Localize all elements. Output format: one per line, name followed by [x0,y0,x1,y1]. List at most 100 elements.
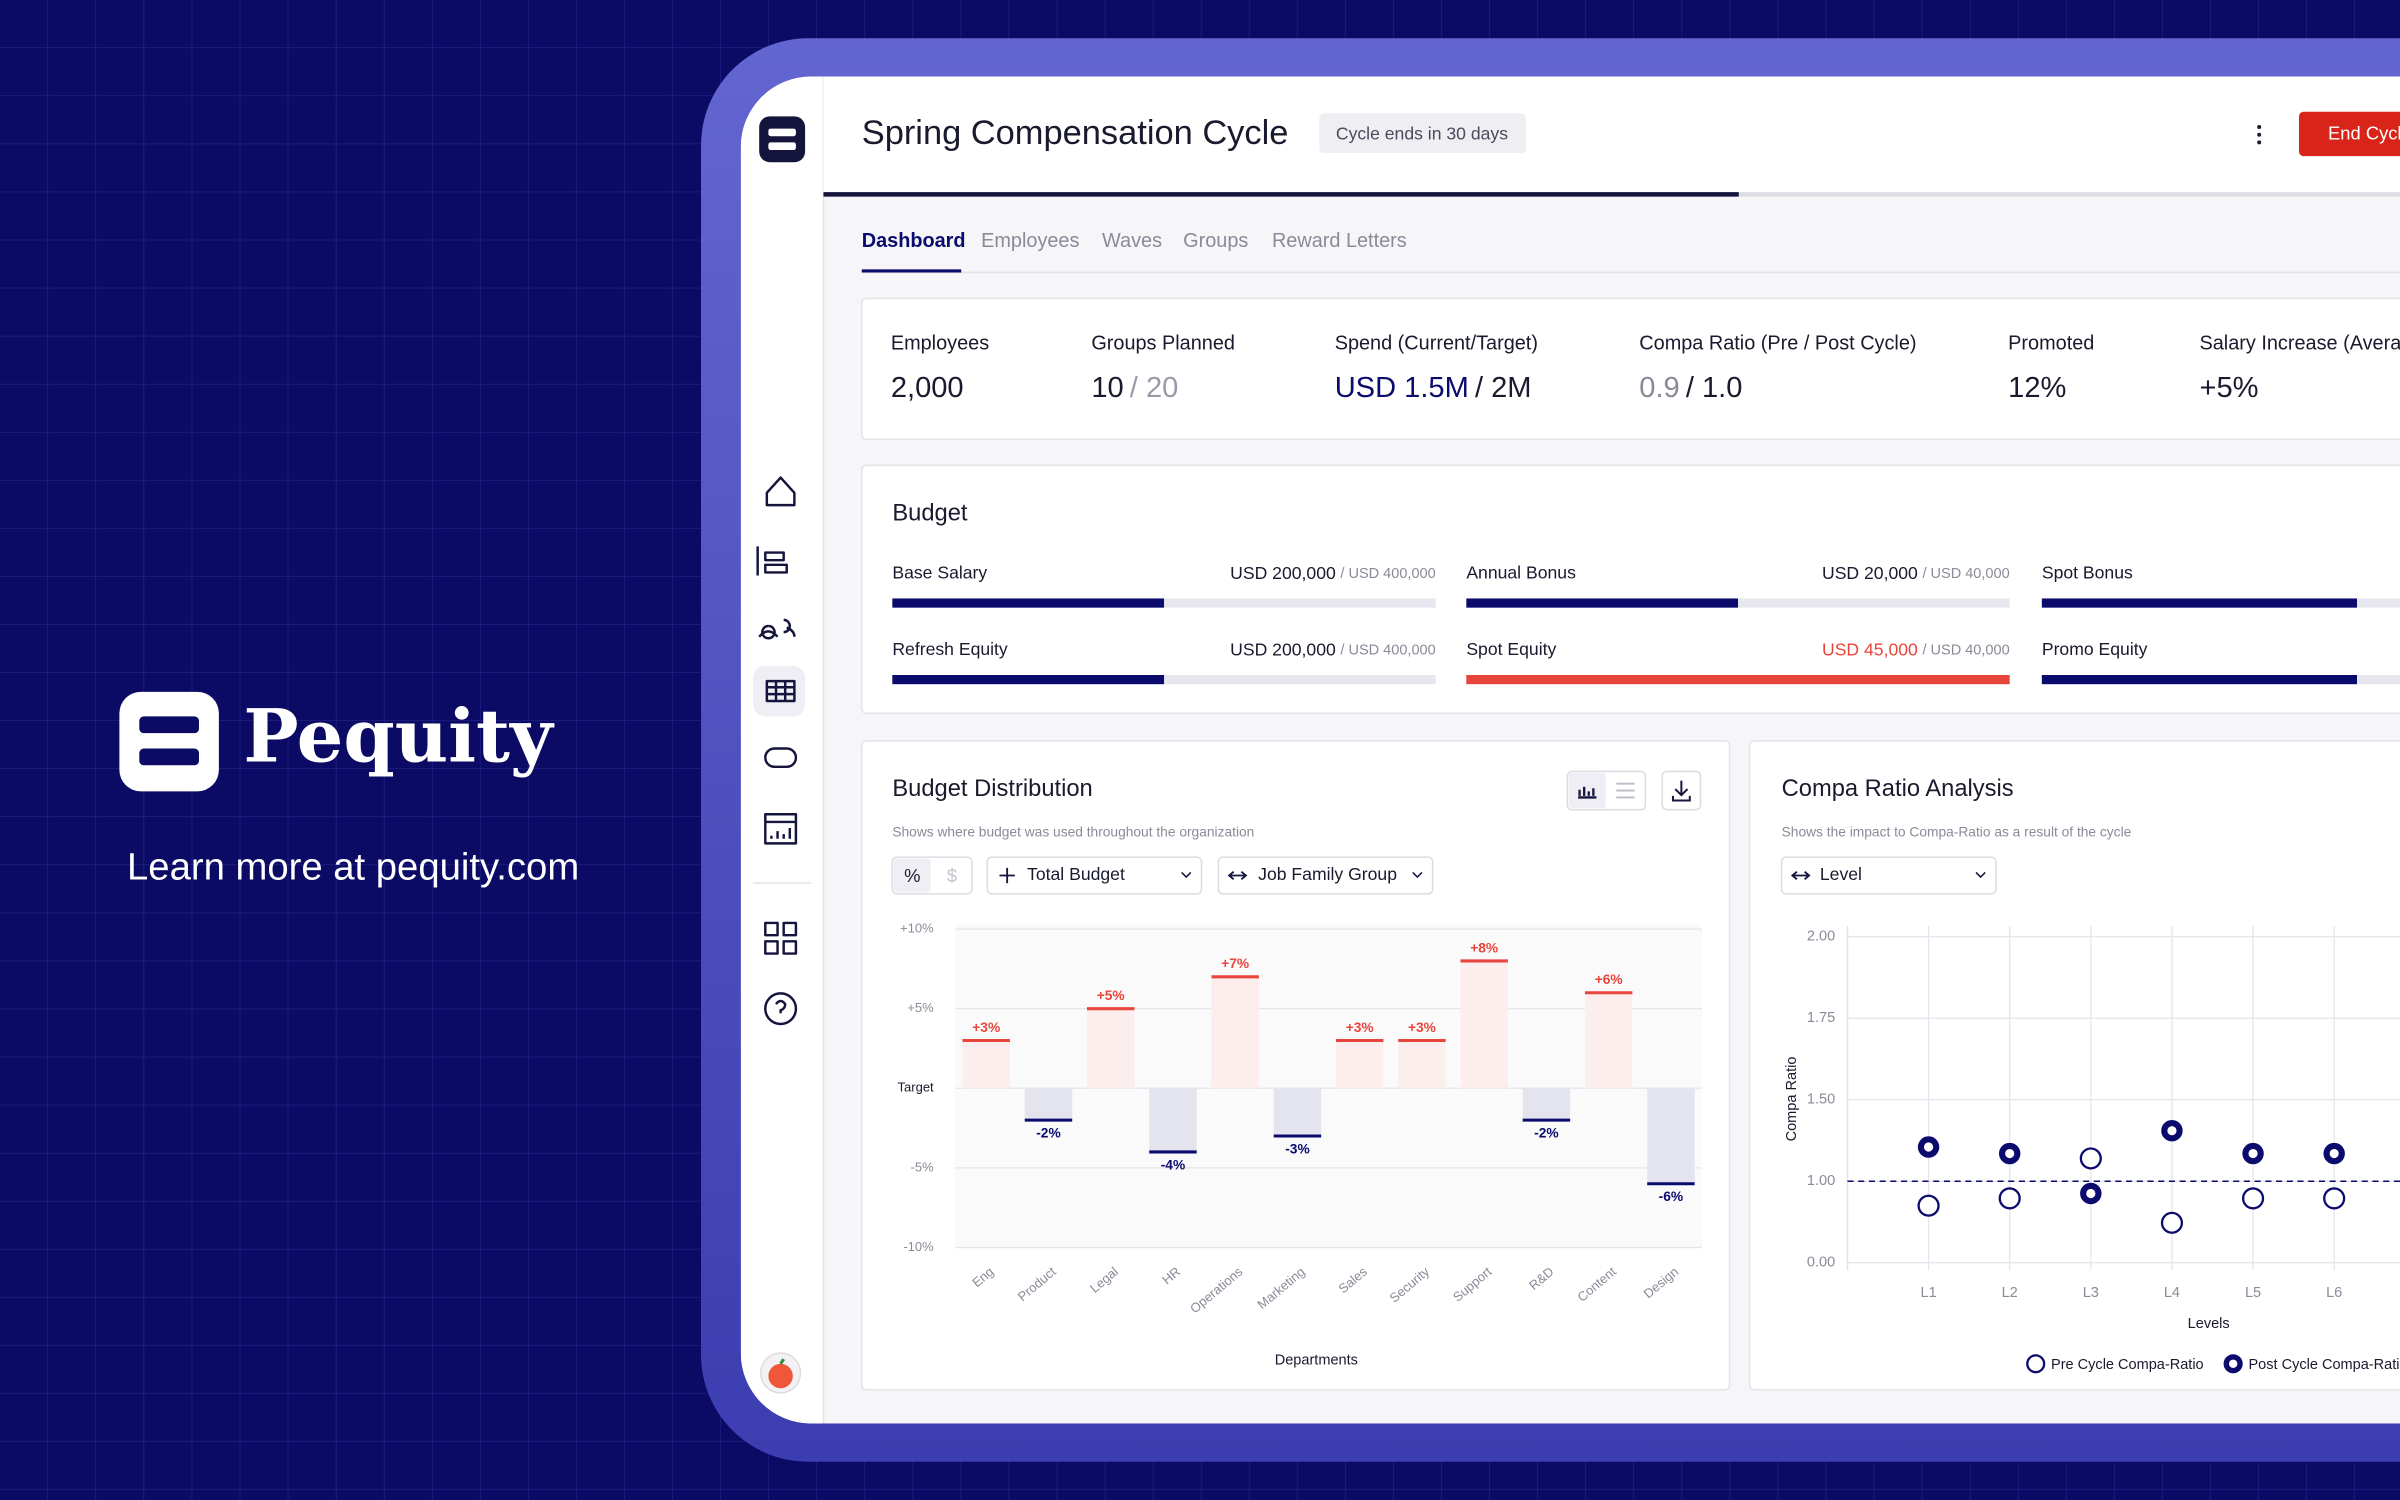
bar [1086,1008,1135,1089]
avatar-leaf [779,1358,785,1365]
stat-number: 2,000 [891,371,964,403]
legend-label: Pre Cycle Compa-Ratio [2051,1357,2204,1373]
budget-target: / USD 400,000 [1340,642,1435,658]
stat-value: USD 1.5M/ 2M [1335,371,1532,403]
budget-bar [892,598,1165,608]
badge [1319,113,1527,154]
budget-fill [2041,675,2357,685]
brand-name: Pequity [243,693,555,779]
x-tick-label: L4 [2164,1285,2180,1301]
brand-logo [119,691,219,792]
budget-target: / USD 400,000 [1340,566,1435,582]
move-icon [999,867,1015,884]
logo-bar [768,128,796,137]
card-title: Budget [892,501,968,527]
budget-name: Spot Bonus [2042,563,2133,583]
value-label: +8% [1470,940,1498,955]
legend-marker [2026,1354,2046,1374]
bar [1211,976,1259,1089]
unit-option[interactable]: % [904,865,920,886]
swap-icon [1790,870,1811,881]
budget-amount: USD 200,000/ USD 400,000 [1230,563,1436,583]
avatar-image [768,1363,793,1389]
point [1998,1187,2021,1210]
value-label: +7% [1221,956,1249,971]
y-tick-label: Target [898,1080,935,1095]
chevron [1412,871,1423,879]
budget-name: Base Salary [892,563,987,583]
x-tick-label: L2 [2002,1285,2018,1301]
budget-amount: USD 20,000/ USD 40,000 [1822,563,2010,583]
value-label: +5% [1097,988,1125,1003]
help-icon[interactable] [764,992,798,1026]
budget-target: / USD 40,000 [1922,566,2009,582]
stat-label: Groups Planned [1091,333,1235,355]
stat-value: 10/ 20 [1091,371,1178,403]
stat-value: 12% [2008,371,2066,403]
select-label[interactable]: Level [1820,864,1862,884]
budget-target: / USD 40,000 [1922,642,2009,658]
stat-label: Promoted [2008,333,2094,355]
unit-option[interactable]: $ [947,865,957,886]
stat-value: 2,000 [891,371,964,403]
value-label: -3% [1285,1141,1309,1156]
tab[interactable]: Reward Letters [1272,230,1407,252]
point [1998,1142,2021,1165]
y-tick-label: -5% [911,1159,935,1174]
chart-title: Budget Distribution [892,776,1092,802]
tab[interactable]: Employees [981,230,1079,252]
end-cycle-button[interactable] [2298,111,2400,157]
y-tick-label: 1.00 [1807,1173,1835,1189]
home-icon[interactable] [765,476,796,507]
y-tick-label: +5% [907,1000,934,1015]
grid-icon[interactable] [765,679,796,703]
tab[interactable]: Waves [1102,230,1162,252]
plot-area [1847,926,2400,1271]
select-label[interactable]: Total Budget [1027,864,1125,884]
chart-title: Compa Ratio Analysis [1782,776,2014,802]
calendar-icon[interactable] [764,813,798,845]
value-label: -4% [1161,1157,1185,1172]
people-icon[interactable] [758,618,796,640]
button-label[interactable]: End Cycle [2328,123,2400,144]
value-label: -2% [1036,1126,1060,1141]
select-label[interactable]: Job Family Group [1258,864,1397,884]
sidebar [740,76,824,1424]
value-label: +3% [1408,1020,1436,1035]
swap-icon [1227,870,1248,881]
select[interactable] [986,856,1203,895]
apps-icon[interactable] [764,921,798,955]
point [2241,1187,2265,1210]
stat-number: +5% [2199,371,2258,403]
tab[interactable]: Groups [1183,230,1248,252]
page-title: Spring Compensation Cycle [862,114,1289,152]
list-view-icon[interactable] [1616,782,1635,799]
x-tick-label: L3 [2083,1285,2099,1301]
x-tick-label: L1 [1920,1285,1936,1301]
bar [1273,1088,1322,1137]
stat-target: / 2M [1475,371,1532,403]
select[interactable] [1217,856,1434,895]
align-icon[interactable] [756,546,788,576]
y-tick-label: 2.00 [1807,929,1835,945]
screen: Spring Compensation Cycle Cycle ends in … [740,76,2400,1424]
value-label: +6% [1595,972,1623,987]
budget-amount: USD 200,000/ USD 400,000 [1230,639,1436,659]
bar-view-icon[interactable] [1578,786,1597,799]
y-tick-label: 1.50 [1807,1092,1835,1108]
x-axis-label: Departments [1275,1353,1358,1369]
legend-label: Post Cycle Compa-Ratio [2248,1357,2400,1373]
bar [1647,1088,1695,1184]
app-logo[interactable] [759,116,806,163]
stat-target: / 1.0 [1686,371,1743,403]
stat-label: Salary Increase (Average) [2199,333,2400,355]
point [2323,1187,2346,1210]
budget-name: Spot Equity [1466,639,1556,659]
bar [1024,1088,1073,1121]
tab[interactable]: Dashboard [862,230,966,252]
more-menu[interactable] [2257,125,2262,145]
y-tick-label: 1.75 [1807,1010,1835,1026]
select[interactable] [1780,856,1997,895]
toggle-icon[interactable] [764,747,798,769]
